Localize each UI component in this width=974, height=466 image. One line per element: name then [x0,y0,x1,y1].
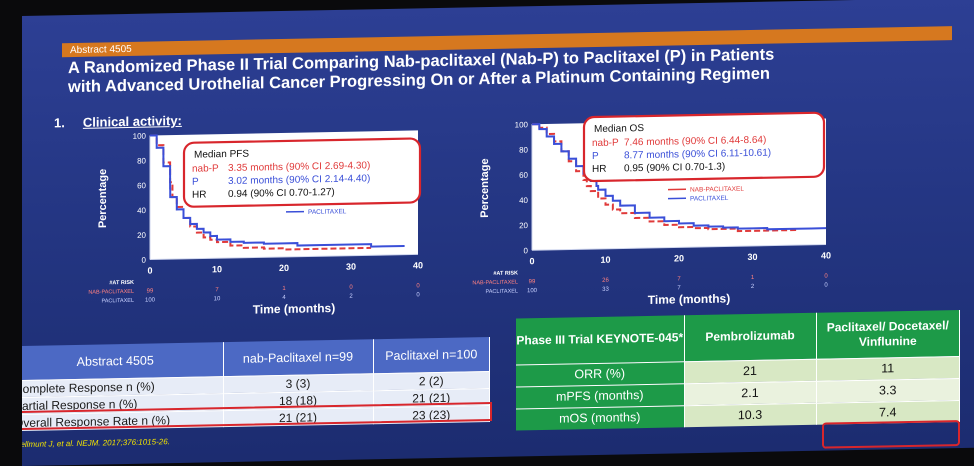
at-risk-count: 100 [145,297,156,303]
at-risk-count: 33 [602,287,609,293]
x-axis-line [150,253,418,261]
abstract-tag: Abstract 4505 [70,43,132,57]
x-tick-label: 0 [147,265,152,275]
mos-highlight-box [822,419,960,449]
table-cell: 21 [684,358,816,384]
at-risk-row-name: NAB-PACLITAXEL [88,289,134,296]
at-risk-count: 0 [416,292,420,298]
y-tick-label: 60 [519,171,528,180]
y-tick-label: 20 [137,231,146,240]
stats-row-label: P [192,177,199,188]
table-header: Pembrolizumab [684,312,816,362]
row-label: mPFS (months) [516,383,684,409]
stats-row-label: P [592,151,599,162]
at-risk-row-name: NAB-PACLITAXEL [472,279,518,286]
stats-row-label: nab-P [192,163,219,175]
at-risk-count: 0 [416,283,420,289]
stats-row-label: HR [592,164,606,175]
y-tick-label: 100 [133,132,147,141]
stats-row-value: 0.94 (90% CI 0.70-1.27) [228,187,335,200]
at-risk-count: 7 [677,276,681,282]
stats-box [582,111,826,183]
at-risk-row-name: PACLITAXEL [485,288,518,295]
legend-label-paclitaxel: PACLITAXEL [308,208,347,216]
at-risk-count: 26 [602,278,609,284]
nab-paclitaxel-curve [532,123,797,233]
stats-row-value: 3.35 months (90% CI 2.69-4.30) [228,160,370,174]
at-risk-count: 2 [349,294,353,300]
row-label: ORR (%) [516,361,684,387]
table-header: Paclitaxel n=100 [373,337,490,374]
table-cell: 10.3 [684,402,816,428]
y-tick-label: 80 [519,145,528,154]
table-header: Paclitaxel/ Docetaxel/ Vinflunine [816,309,960,359]
x-tick-label: 10 [212,264,222,274]
x-tick-label: 30 [346,262,356,272]
x-tick-label: 30 [747,252,757,262]
at-risk-count: 0 [824,274,828,280]
x-tick-label: 10 [600,255,610,265]
x-tick-label: 20 [279,263,289,273]
at-risk-count: 7 [215,287,219,293]
slide: Abstract 4505 A Randomized Phase II Tria… [22,0,974,466]
at-risk-label: #AT RISK [493,270,518,276]
nab-paclitaxel-curve [150,134,372,251]
citation: *Bellmunt J, et al. NEJM. 2017;376:1015-… [22,437,170,450]
y-tick-label: 0 [142,256,147,265]
stats-row-value: 3.02 months (90% CI 2.14-4.40) [228,173,370,187]
paclitaxel-curve [532,123,826,231]
at-risk-count: 99 [529,279,536,285]
x-tick-label: 40 [821,250,831,260]
at-risk-count: 1 [751,275,755,281]
stats-box-title: Median OS [594,123,644,135]
stats-row-label: nab-P [592,138,619,150]
stats-row-value: 7.46 months (90% CI 6.44-8.64) [624,135,766,149]
table-header: nab-Paclitaxel n=99 [223,339,373,377]
at-risk-count: 2 [751,284,755,290]
at-risk-count: 10 [214,296,221,302]
y-tick-label: 40 [137,206,146,215]
stats-row-value: 8.77 months (90% CI 6.11-10.61) [624,148,771,162]
stats-row-label: HR [192,189,206,200]
table-cell: 11 [816,355,960,381]
stats-row-value: 0.95 (90% CI 0.70-1.3) [624,161,725,174]
x-tick-label: 20 [674,253,684,263]
x-axis-line [532,244,826,251]
y-axis-label: Percentage [97,169,109,229]
at-risk-count: 99 [147,288,154,294]
table-header: Abstract 4505 [22,342,223,381]
table-cell: 3.3 [816,377,960,403]
stats-box-title: Median PFS [194,149,249,161]
x-tick-label: 0 [529,256,534,266]
y-tick-label: 100 [515,120,529,129]
at-risk-count: 0 [824,283,828,289]
y-tick-label: 60 [137,181,146,190]
paclitaxel-curve [150,134,405,248]
at-risk-label: #AT RISK [109,280,134,286]
stats-box [182,137,422,208]
at-risk-row-name: PACLITAXEL [101,298,134,305]
table-header: Phase III Trial KEYNOTE-045* [516,315,684,365]
y-tick-label: 40 [519,196,528,205]
x-axis-label: Time (months) [253,301,335,317]
y-axis-label: Percentage [479,158,491,218]
y-tick-label: 20 [519,221,528,230]
at-risk-count: 1 [282,286,286,292]
y-tick-label: 80 [137,156,146,165]
at-risk-count: 7 [677,285,681,291]
x-tick-label: 40 [413,260,423,270]
at-risk-count: 100 [527,288,538,294]
legend-label-nab-p: NAB-PACLITAXEL [690,186,744,194]
keynote-comparison-table: Phase III Trial KEYNOTE-045* Pembrolizum… [516,309,960,431]
y-tick-label: 0 [524,246,529,255]
at-risk-count: 4 [282,295,286,301]
row-label: mOS (months) [516,405,684,431]
table-cell: 2.1 [684,380,816,406]
at-risk-count: 0 [349,285,353,291]
x-axis-label: Time (months) [648,291,730,307]
legend-label-paclitaxel: PACLITAXEL [690,195,729,203]
